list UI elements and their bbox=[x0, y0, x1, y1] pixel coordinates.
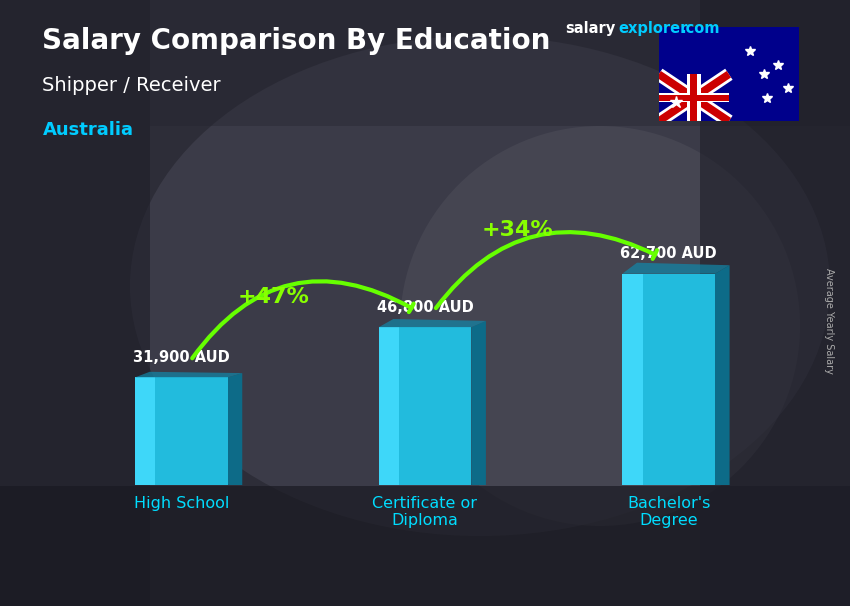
Ellipse shape bbox=[130, 36, 830, 536]
Text: Shipper / Receiver: Shipper / Receiver bbox=[42, 76, 221, 95]
Polygon shape bbox=[622, 274, 643, 485]
Bar bbox=[0, 0, 150, 606]
Point bbox=[654, 118, 664, 125]
Bar bbox=[700, 0, 850, 606]
Polygon shape bbox=[135, 372, 242, 378]
Point bbox=[654, 118, 664, 125]
Bar bbox=[659, 95, 728, 101]
Bar bbox=[0, 486, 850, 606]
Line: 2 pts: 2 pts bbox=[659, 75, 728, 121]
Bar bbox=[0, 0, 850, 126]
Polygon shape bbox=[228, 373, 242, 486]
Text: Salary Comparison By Education: Salary Comparison By Education bbox=[42, 27, 551, 55]
Text: 31,900 AUD: 31,900 AUD bbox=[133, 350, 230, 365]
Bar bbox=[690, 75, 697, 121]
Line: 2 pts: 2 pts bbox=[659, 75, 728, 121]
Text: 62,700 AUD: 62,700 AUD bbox=[620, 246, 717, 261]
Polygon shape bbox=[379, 319, 486, 327]
Point bbox=[723, 71, 734, 78]
Point bbox=[654, 71, 664, 78]
Polygon shape bbox=[379, 485, 486, 487]
Bar bbox=[687, 75, 700, 121]
Text: 46,800 AUD: 46,800 AUD bbox=[377, 299, 473, 315]
Text: salary: salary bbox=[565, 21, 615, 36]
Polygon shape bbox=[622, 262, 729, 274]
Bar bbox=[659, 93, 728, 102]
Text: Average Yearly Salary: Average Yearly Salary bbox=[824, 268, 834, 374]
Point bbox=[723, 118, 734, 125]
Line: 2 pts: 2 pts bbox=[659, 75, 728, 121]
Point bbox=[723, 71, 734, 78]
Polygon shape bbox=[135, 485, 242, 486]
Polygon shape bbox=[471, 321, 486, 487]
Line: 2 pts: 2 pts bbox=[659, 75, 728, 121]
Ellipse shape bbox=[400, 126, 800, 526]
Point bbox=[654, 71, 664, 78]
Text: +34%: +34% bbox=[482, 220, 553, 240]
Polygon shape bbox=[715, 265, 729, 487]
Text: explorer: explorer bbox=[619, 21, 688, 36]
Polygon shape bbox=[135, 378, 228, 485]
Polygon shape bbox=[135, 378, 156, 485]
Polygon shape bbox=[622, 485, 729, 487]
Point bbox=[723, 118, 734, 125]
Polygon shape bbox=[379, 327, 399, 485]
Text: +47%: +47% bbox=[238, 287, 310, 307]
Polygon shape bbox=[659, 27, 728, 121]
Text: Australia: Australia bbox=[42, 121, 133, 139]
Text: .com: .com bbox=[681, 21, 720, 36]
Polygon shape bbox=[379, 327, 471, 485]
Polygon shape bbox=[622, 274, 715, 485]
